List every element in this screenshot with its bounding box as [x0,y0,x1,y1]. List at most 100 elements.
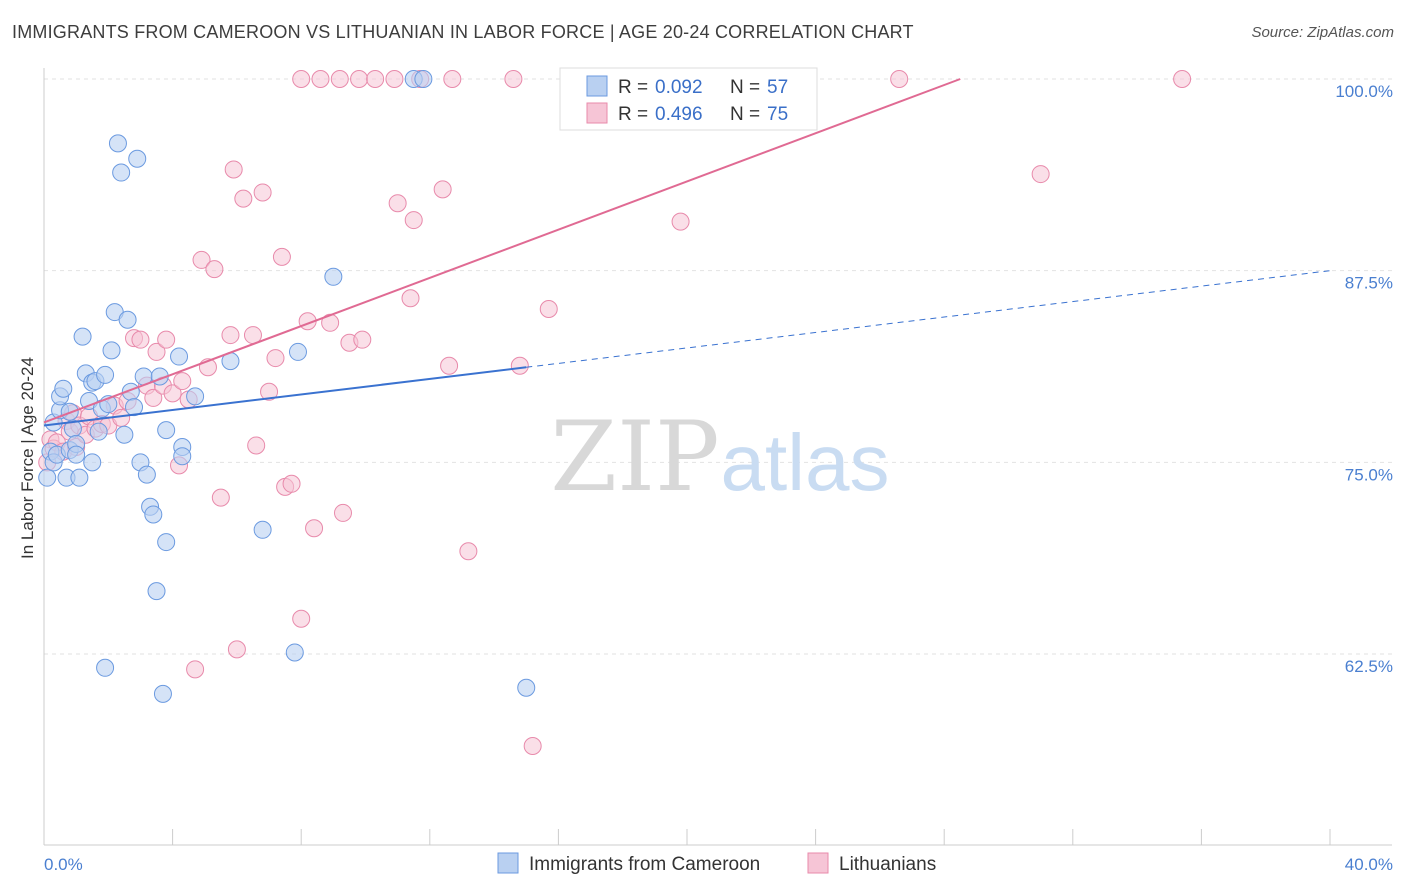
trend-line-cameroon-extension [526,270,1331,368]
point-lithuanians-49 [333,503,352,522]
point-cameroon-38 [144,505,163,524]
point-cameroon-39 [147,582,166,601]
point-lithuanians-44 [282,474,301,493]
point-lithuanians-40 [260,382,279,401]
point-cameroon-10 [60,402,79,421]
point-lithuanians-39 [253,183,272,202]
point-lithuanians-47 [305,519,324,538]
point-lithuanians-67 [385,70,404,88]
source-credit: Source: ZipAtlas.com [1251,24,1394,41]
point-lithuanians-65 [350,70,369,88]
y-tick-label-3: 100.0% [1335,82,1393,101]
point-lithuanians-63 [311,70,330,88]
point-lithuanians-71 [890,70,909,88]
chart-title: IMMIGRANTS FROM CAMEROON VS LITHUANIAN I… [12,22,914,42]
bottom-legend: Immigrants from Cameroon Lithuanians [497,852,936,875]
y-tick-labels: 62.5% 75.0% 87.5% 100.0% [1335,82,1393,676]
watermark-zip: ZIP [550,401,719,513]
y-axis-label: In Labor Force | Age 20-24 [18,357,37,559]
point-lithuanians-35 [227,640,246,659]
point-cameroon-27 [108,134,127,153]
bottom-legend-swatch-cameroon [497,852,519,874]
bottom-legend-label-lithuanians: Lithuanians [839,854,936,875]
legend-swatch-pink [586,102,608,124]
legend-r-label-2: R = [618,104,648,125]
bottom-legend-label-cameroon: Immigrants from Cameroon [529,854,760,875]
point-lithuanians-19 [131,330,150,349]
trend-lines [43,78,1331,427]
point-lithuanians-41 [266,349,285,368]
point-cameroon-7 [54,379,73,398]
legend-swatch-blue [586,75,608,97]
grid-lines [44,78,1392,655]
legend-r-label-1: R = [618,77,648,98]
point-cameroon-46 [173,447,192,466]
point-cameroon-36 [137,465,156,484]
trend-line-lithuanians [43,78,961,424]
point-lithuanians-52 [388,194,407,213]
point-cameroon-19 [83,453,102,472]
point-lithuanians-32 [211,488,230,507]
point-cameroon-52 [324,267,343,286]
point-cameroon-21 [89,422,108,441]
point-lithuanians-74 [186,660,205,679]
point-lithuanians-70 [504,70,523,88]
bottom-legend-swatch-lithuanians [807,852,829,874]
point-cameroon-28 [112,163,131,182]
trend-line-cameroon [43,366,527,427]
legend-n-label-2: N = [730,104,760,125]
point-cameroon-49 [253,520,272,539]
point-cameroon-50 [285,643,304,662]
point-cameroon-56 [96,658,115,677]
watermark: ZIP atlas [550,401,889,513]
point-lithuanians-29 [192,250,211,269]
y-tick-label-2: 87.5% [1345,274,1393,293]
point-lithuanians-62 [292,70,311,88]
point-lithuanians-64 [330,70,349,88]
point-lithuanians-55 [433,180,452,199]
point-lithuanians-38 [247,436,266,455]
point-cameroon-30 [118,310,137,329]
legend-n-label-1: N = [730,77,760,98]
point-cameroon-55 [517,678,536,697]
point-cameroon-14 [70,468,89,487]
point-lithuanians-31 [205,260,224,279]
point-lithuanians-53 [401,289,420,308]
point-cameroon-51 [288,342,307,361]
point-lithuanians-51 [353,330,372,349]
point-cameroon-43 [157,421,176,440]
point-lithuanians-58 [510,356,529,375]
point-lithuanians-59 [523,737,542,755]
point-cameroon-33 [128,149,147,168]
point-lithuanians-36 [234,189,253,208]
point-lithuanians-61 [671,212,690,231]
point-lithuanians-33 [221,326,240,345]
watermark-atlas: atlas [721,418,890,507]
point-lithuanians-66 [366,70,385,88]
point-cameroon-42 [157,533,176,552]
point-lithuanians-69 [443,70,462,88]
point-lithuanians-34 [224,160,243,179]
point-lithuanians-45 [292,609,311,628]
point-lithuanians-25 [163,384,182,403]
point-cameroon-47 [186,387,205,406]
point-lithuanians-72 [1031,165,1050,184]
point-cameroon-15 [73,327,92,346]
point-lithuanians-60 [539,300,558,318]
point-cameroon-13 [67,445,86,464]
legend-r-value-2: 0.496 [655,104,703,125]
point-lithuanians-21 [144,388,163,407]
point-cameroon-29 [115,425,134,444]
point-lithuanians-54 [404,211,423,230]
point-lithuanians-22 [147,342,166,361]
point-lithuanians-73 [1173,70,1192,88]
point-lithuanians-42 [272,247,291,266]
point-lithuanians-56 [440,356,459,375]
point-lithuanians-57 [459,542,478,561]
legend-n-value-2: 75 [767,104,788,125]
point-cameroon-41 [153,684,172,703]
y-tick-label-0: 62.5% [1345,657,1393,676]
point-cameroon-23 [96,365,115,384]
y-tick-label-1: 75.0% [1345,465,1393,484]
